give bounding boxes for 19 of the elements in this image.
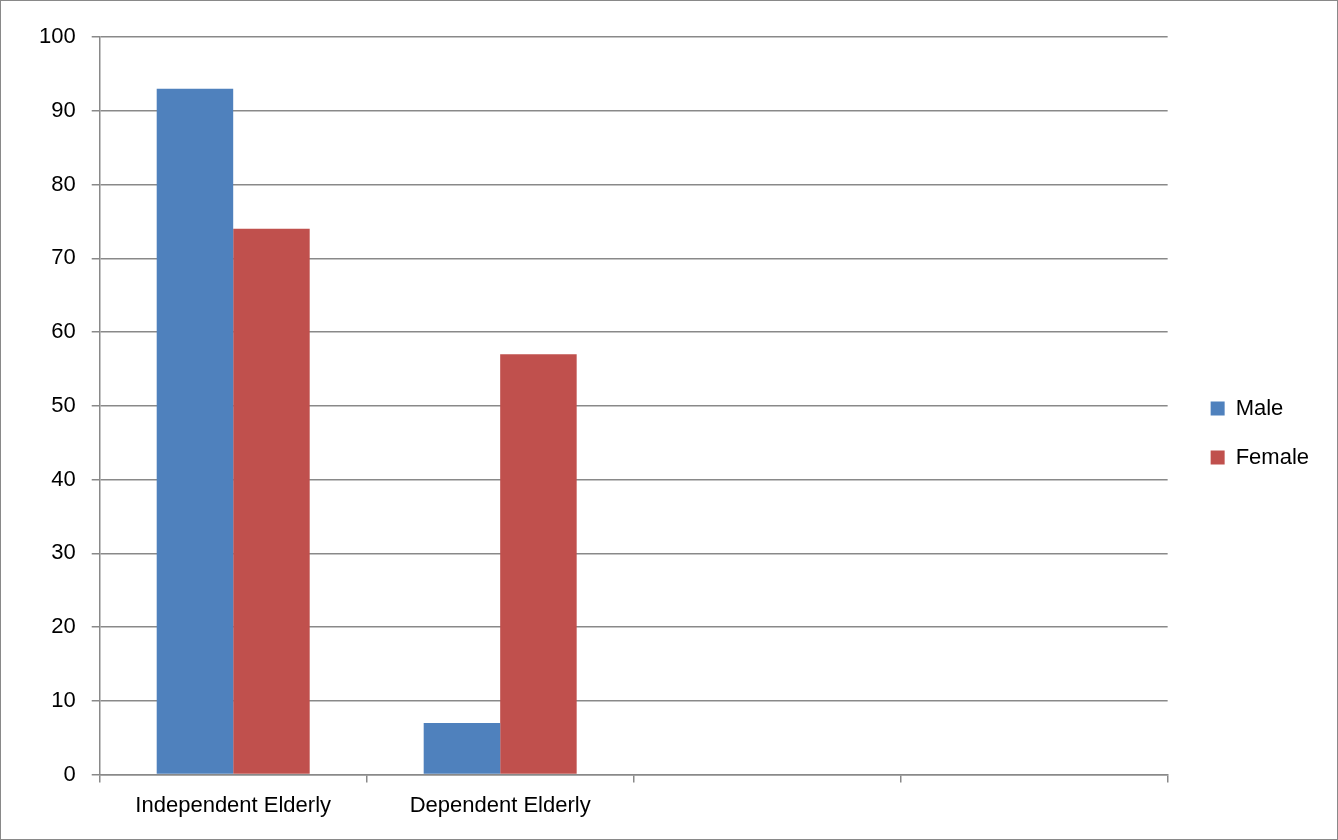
y-tick-label: 20	[51, 613, 76, 639]
y-tick-label: 80	[51, 170, 76, 196]
y-tick-label: 10	[51, 686, 76, 712]
y-tick-label: 30	[51, 539, 76, 565]
y-tick-label: 90	[51, 96, 76, 122]
legend-label: Female	[1235, 443, 1309, 469]
x-tick-label: Independent Elderly	[135, 791, 332, 817]
y-tick-label: 0	[63, 760, 76, 786]
bar	[233, 228, 310, 774]
legend-label: Male	[1235, 394, 1284, 420]
bar	[500, 354, 577, 774]
y-tick-label: 40	[51, 465, 76, 491]
bar	[423, 722, 501, 774]
y-tick-label: 70	[51, 244, 76, 270]
bar	[156, 88, 234, 774]
y-tick-label: 60	[51, 318, 76, 344]
y-tick-label: 100	[38, 23, 76, 49]
x-tick-label: Dependent Elderly	[409, 791, 591, 817]
y-tick-label: 50	[51, 391, 76, 417]
